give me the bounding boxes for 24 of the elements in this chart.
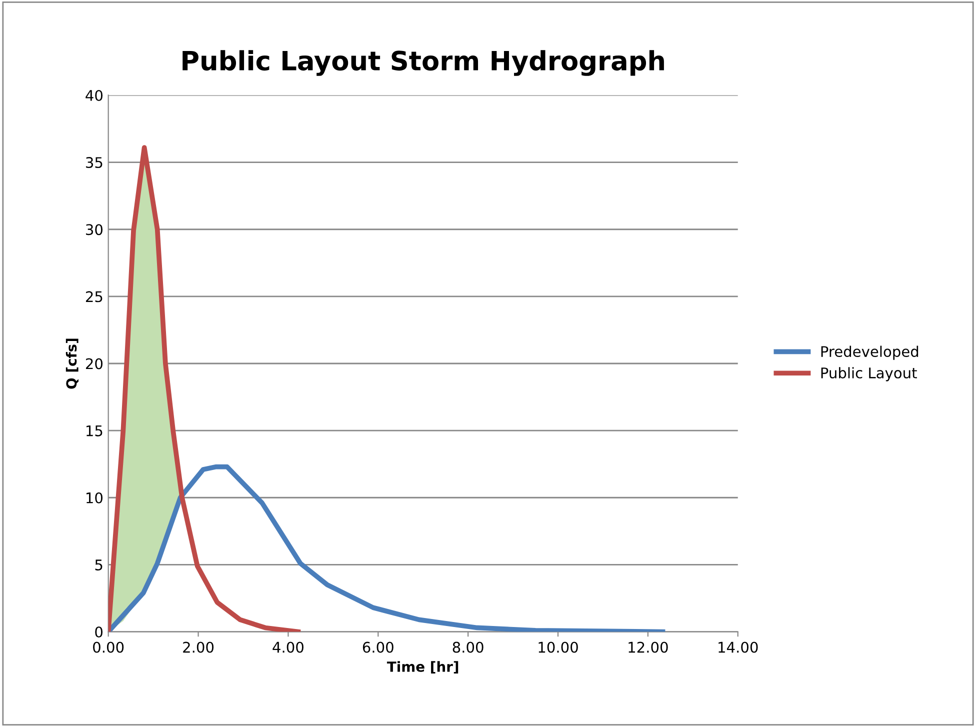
x-tick-label: 8.00 [452,642,484,653]
x-tick-label: 4.00 [272,642,304,653]
y-axis-title: Q [cfs] [66,338,78,389]
y-tick-label: 15 [86,425,102,436]
y-tick-label: 5 [95,560,102,570]
x-tick-label: 12.00 [628,642,668,653]
x-tick-label: 6.00 [362,642,394,653]
line-series [108,145,301,632]
y-tick-label: 10 [86,492,103,504]
x-tick-label: 14.00 [718,642,758,653]
chart-title: Public Layout Storm Hydrograph [182,50,664,76]
y-tick-label: 30 [86,224,103,236]
y-tick-label: 35 [86,157,102,168]
legend-label: Public Layout [821,367,917,382]
x-tick-label: 10.00 [538,642,578,653]
y-tick-label: 25 [86,291,102,302]
line-series [108,464,666,632]
x-tick-label: 2.00 [183,642,214,653]
x-tick-label: 0.00 [93,642,124,653]
legend-label: Predeveloped [821,346,918,360]
y-tick-label: 0 [95,626,103,638]
y-tick-label: 40 [86,90,103,101]
x-axis-title: Time [hr] [386,661,458,674]
y-tick-label: 20 [86,358,103,370]
